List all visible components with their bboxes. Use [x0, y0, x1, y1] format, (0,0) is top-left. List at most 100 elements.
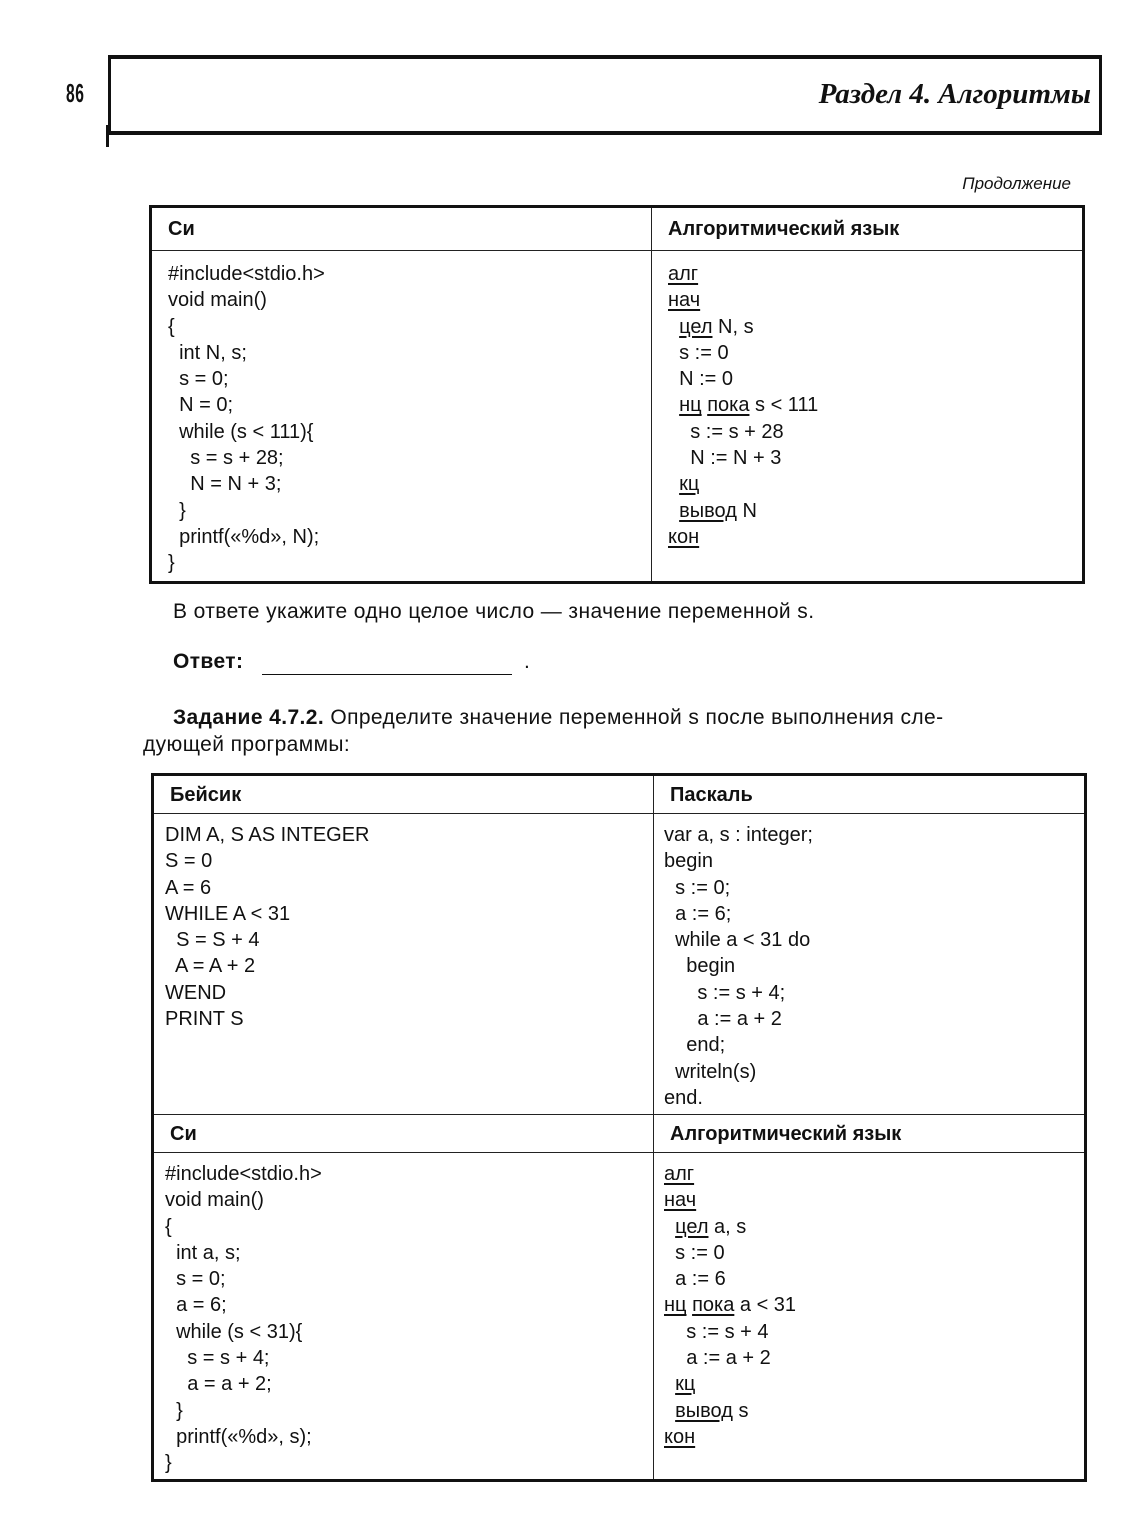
code-text: end;	[664, 1034, 726, 1057]
code-line: цел N, s	[668, 314, 1082, 340]
code-text: a = a + 2;	[165, 1373, 272, 1396]
keyword: пока	[692, 1294, 735, 1317]
code-line: s := 0	[668, 340, 1082, 366]
code-line: s = 0;	[168, 366, 651, 392]
code-text	[664, 1400, 675, 1422]
code-text: {	[168, 315, 175, 338]
code-line: void main()	[168, 287, 651, 313]
code-text: N := N + 3	[668, 447, 782, 470]
code-text: s := 0	[668, 341, 729, 364]
task-text: Определите значение переменной s после в…	[324, 706, 944, 729]
code-line: кц	[664, 1371, 1084, 1397]
code-text: while (s < 111){	[168, 420, 314, 443]
header-algorithmic: Алгоритмический язык	[651, 206, 1084, 251]
code-line: end;	[664, 1032, 1084, 1058]
code-line: int a, s;	[165, 1240, 653, 1266]
code-text: a := 6;	[664, 902, 732, 925]
code-line: s := s + 4;	[664, 980, 1084, 1006]
keyword: кц	[675, 1373, 696, 1396]
code-table-2: Бейсик Паскаль DIM A, S AS INTEGER S = 0 A…	[151, 773, 1087, 1482]
code-line: a = 6;	[165, 1292, 653, 1318]
code-line: алг	[668, 261, 1082, 287]
code-line: s = s + 28;	[168, 445, 651, 471]
code-text: S = 0	[165, 850, 213, 873]
keyword: вывод	[675, 1399, 733, 1422]
code-text: }	[168, 552, 175, 575]
code-text: }	[165, 1452, 172, 1475]
code-text	[664, 1373, 675, 1395]
code-line: N := 0	[668, 366, 1082, 392]
code-text: a < 31	[734, 1294, 797, 1317]
code-line: s = 0;	[165, 1266, 653, 1292]
keyword: вывод	[679, 499, 737, 522]
code-line: цел a, s	[664, 1214, 1084, 1240]
code-line: кон	[668, 524, 1082, 550]
code-line: int N, s;	[168, 340, 651, 366]
code-line: while (s < 111){	[168, 419, 651, 445]
continuation-label: Продолжение	[962, 174, 1071, 193]
code-text: }	[165, 1399, 183, 1422]
answer-end: .	[524, 650, 531, 673]
code-text: a := a + 2	[664, 1008, 782, 1031]
code-text: s	[732, 1399, 749, 1422]
code-text: a, s	[708, 1215, 747, 1238]
code-line: a := 6	[664, 1266, 1084, 1292]
task-line-1: Задание 4.7.2. Определите значение перем…	[173, 706, 944, 730]
code-line: вывод s	[664, 1398, 1084, 1424]
code-line: s := 0;	[664, 875, 1084, 901]
code-text	[668, 316, 679, 338]
code-line: нц пока a < 31	[664, 1292, 1084, 1318]
keyword: цел	[679, 315, 713, 338]
keyword: алг	[664, 1163, 695, 1185]
code-line: var a, s : integer;	[664, 822, 1084, 848]
code-line: N = N + 3;	[168, 471, 651, 497]
code-text: N = 0;	[168, 394, 234, 417]
code-text: N = N + 3;	[168, 473, 282, 496]
answer-label: Ответ:	[173, 650, 244, 673]
code-text: while a < 31 do	[664, 929, 811, 952]
code-c: #include<stdio.h> void main(){ int a, s; …	[152, 1152, 654, 1481]
code-text: void main()	[168, 289, 267, 312]
code-line: a := a + 2	[664, 1006, 1084, 1032]
answer-input[interactable]	[262, 674, 512, 675]
code-text: var a, s : integer;	[664, 824, 813, 846]
code-basic: DIM A, S AS INTEGER S = 0 A = 6 WHILE A < 3…	[152, 813, 654, 1115]
keyword: алг	[668, 263, 699, 285]
code-text: A = A + 2	[165, 955, 256, 978]
code-c: #include<stdio.h> void main(){ int N, s; …	[150, 250, 652, 583]
code-line: S = 0	[165, 848, 653, 874]
code-text: s = 0;	[168, 368, 229, 391]
task-label: Задание 4.7.2.	[173, 706, 325, 729]
code-text: void main()	[165, 1189, 264, 1212]
code-line: a = a + 2;	[165, 1371, 653, 1397]
code-line: {	[168, 314, 651, 340]
code-text: s = 0;	[165, 1268, 226, 1291]
answer-instruction: В ответе укажите одно целое число — знач…	[173, 600, 815, 623]
code-text: end.	[664, 1086, 703, 1109]
code-line: WHILE A < 31	[165, 901, 653, 927]
keyword: нач	[668, 289, 701, 312]
code-line: вывод N	[668, 498, 1082, 524]
code-line: DIM A, S AS INTEGER	[165, 822, 653, 848]
code-line: A = 6	[165, 875, 653, 901]
keyword: кон	[664, 1425, 696, 1448]
code-text: begin	[664, 850, 713, 873]
code-text: s := 0;	[664, 876, 731, 899]
code-text: int a, s;	[165, 1241, 241, 1264]
code-line: N = 0;	[168, 392, 651, 418]
code-algorithmic: алг нач цел N, s s := 0 N := 0 нц пока s …	[651, 250, 1084, 583]
code-line: }	[165, 1398, 653, 1424]
keyword: пока	[707, 394, 750, 417]
code-text: while (s < 31){	[165, 1320, 303, 1343]
code-line: PRINT S	[165, 1006, 653, 1032]
code-line: WEND	[165, 980, 653, 1006]
code-line: алг	[664, 1161, 1084, 1187]
code-line: printf(«%d», s);	[165, 1424, 653, 1450]
code-text: s := 0	[664, 1241, 725, 1264]
code-line: кц	[668, 471, 1082, 497]
code-line: S = S + 4	[165, 927, 653, 953]
code-line: A = A + 2	[165, 953, 653, 979]
page-number: 86	[66, 78, 85, 108]
code-algorithmic: алг нач цел a, s s := 0 a := 6 нц пока a <…	[653, 1152, 1086, 1481]
code-text: WHILE A < 31	[165, 902, 291, 925]
